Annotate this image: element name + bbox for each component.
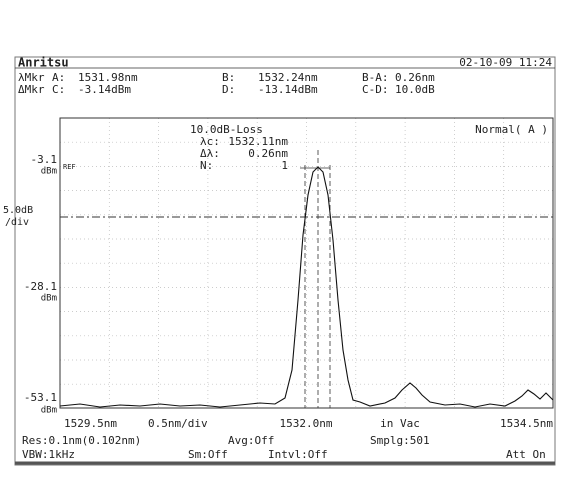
marker-field: A: <box>52 71 65 84</box>
footer-field: VBW:1kHz <box>22 448 75 461</box>
stop-wl: 1534.5nm <box>500 417 553 430</box>
brand: Anritsu <box>18 56 69 70</box>
analysis-title: 10.0dB-Loss <box>190 123 263 136</box>
span: 0.5nm/div <box>148 417 208 430</box>
marker-field: D: <box>222 83 235 96</box>
footer-field: Smplg:501 <box>370 434 430 447</box>
scale: 5.0dB <box>3 205 33 216</box>
marker-field: ΔMkr <box>18 83 45 96</box>
ref-level: -3.1 <box>31 153 58 166</box>
analysis-label: λc: <box>200 135 220 148</box>
marker-field: 1532.24nm <box>258 71 318 84</box>
footer-field: Avg:Off <box>228 434 274 447</box>
analysis-value: 1532.11nm <box>228 135 288 148</box>
analysis-value: 0.26nm <box>248 147 288 160</box>
mid-level: -28.1 <box>24 280 57 293</box>
footer-field: Att On <box>506 448 546 461</box>
marker-field: C-D: <box>362 83 389 96</box>
marker-field: C: <box>52 83 65 96</box>
medium: in Vac <box>380 417 420 430</box>
footer-field: Res:0.1nm(0.102nm) <box>22 434 141 447</box>
marker-field: B: <box>222 71 235 84</box>
analysis-label: N: <box>200 159 213 172</box>
bottom-level: -53.1 <box>24 391 57 404</box>
datetime: 02-10-09 11:24 <box>459 56 552 69</box>
marker-field: -3.14dBm <box>78 83 131 96</box>
marker-field: B-A: <box>362 71 389 84</box>
plot-frame <box>59 117 554 409</box>
marker-field: 10.0dB <box>395 83 435 96</box>
analysis-label: Δλ: <box>200 147 220 160</box>
ref-tag: REF <box>63 163 76 171</box>
marker-field: -13.14dBm <box>258 83 318 96</box>
mode: Normal( A ) <box>475 123 548 136</box>
mid-unit: dBm <box>41 294 57 304</box>
scale-unit: /div <box>5 217 29 228</box>
start-wl: 1529.5nm <box>64 417 117 430</box>
center-wl: 1532.0nm <box>280 417 333 430</box>
ref-unit: dBm <box>41 167 57 177</box>
analysis-value: 1 <box>281 159 288 172</box>
footer-field: Sm:Off <box>188 448 228 461</box>
marker-field: 0.26nm <box>395 71 435 84</box>
marker-field: λMkr <box>18 71 45 84</box>
marker-field: 1531.98nm <box>78 71 138 84</box>
bottom-unit: dBm <box>41 406 57 416</box>
spectrum-trace <box>59 166 554 408</box>
footer-field: Intvl:Off <box>268 448 328 461</box>
grid <box>60 118 553 408</box>
